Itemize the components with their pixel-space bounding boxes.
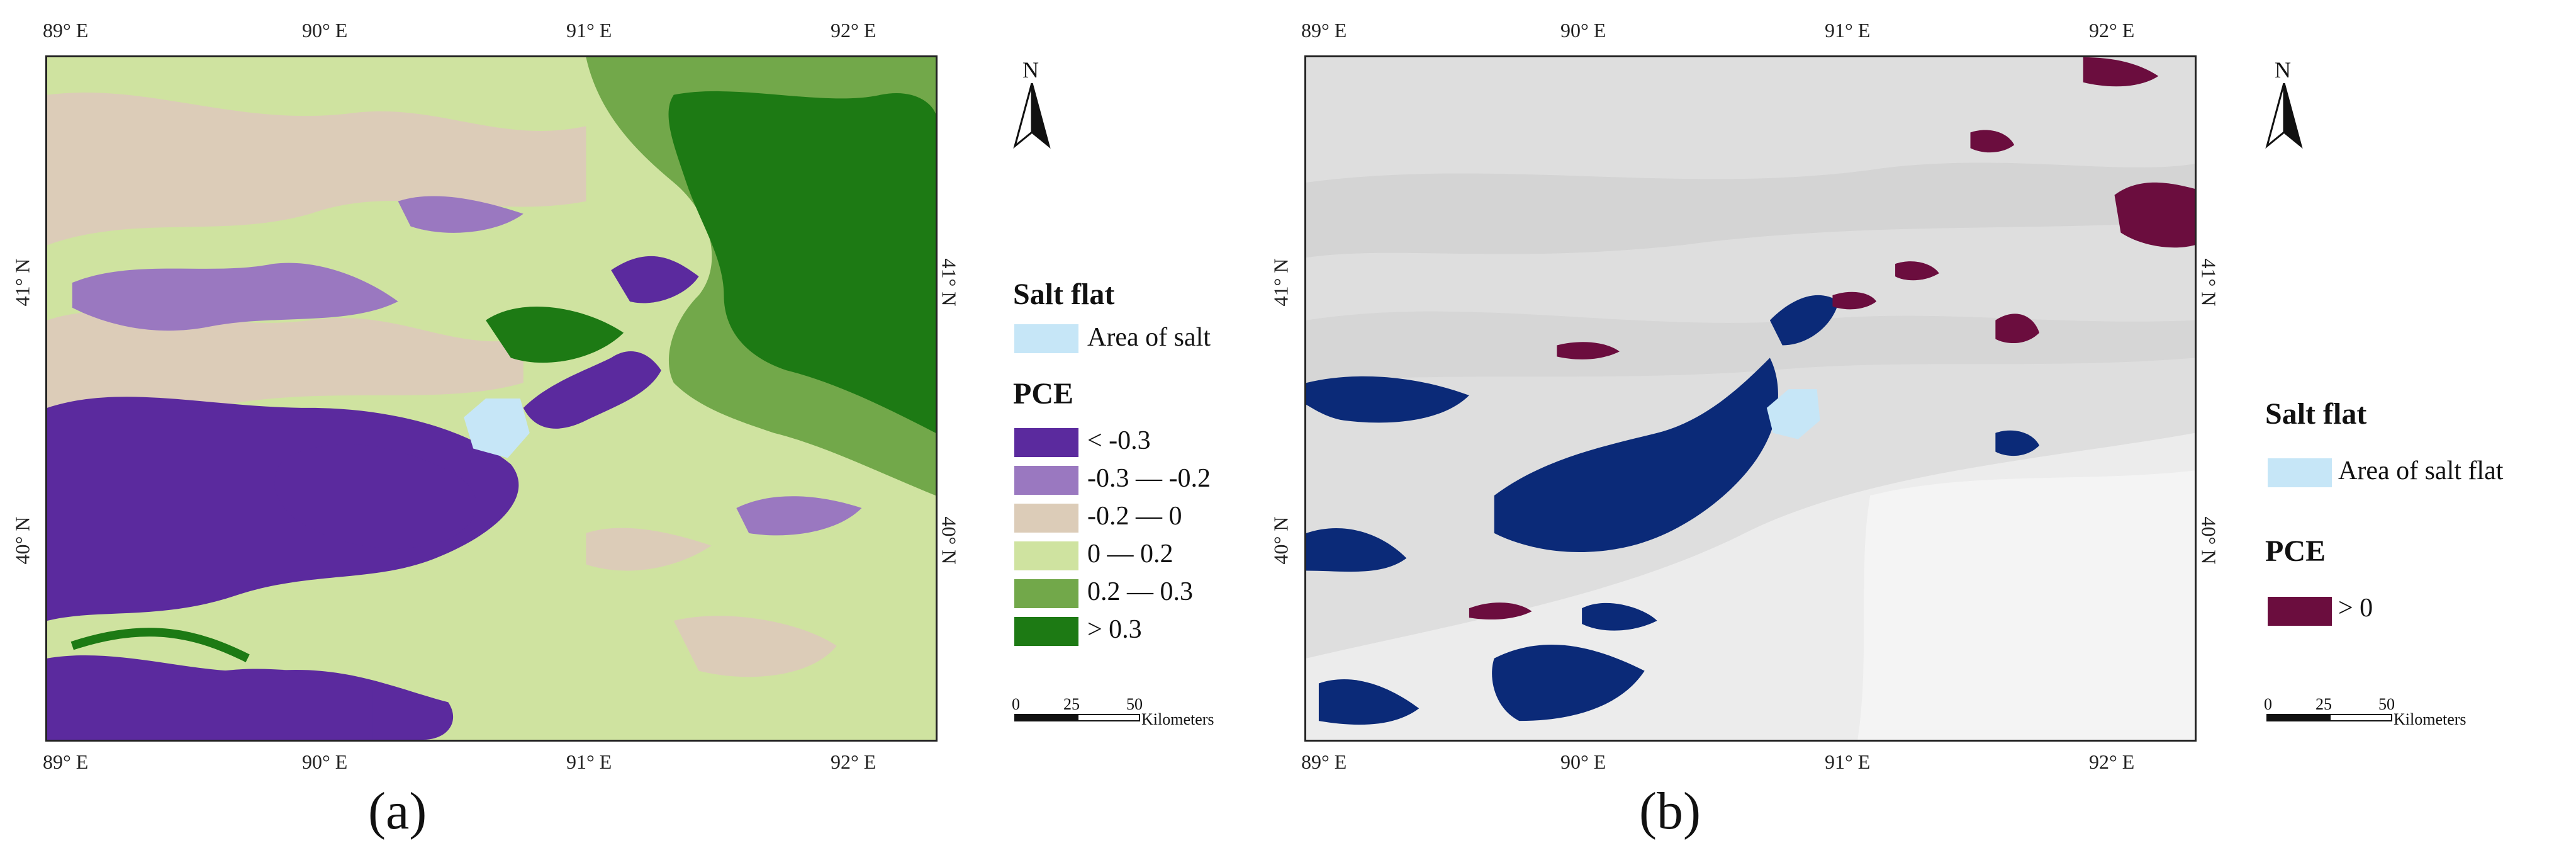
scale-tick-label: 50 — [1126, 695, 1143, 713]
top-tick-label: 89° E — [1301, 19, 1347, 42]
left-tick-label: 41° N — [11, 258, 34, 307]
pce-class-swatch — [2268, 597, 2332, 626]
right-tick-label: 40° N — [938, 516, 961, 565]
pce-class-label: > 0.3 — [1087, 615, 1142, 644]
panel-label-a: (a) — [368, 782, 427, 840]
top-tick-label: 92° E — [831, 19, 876, 42]
scale-bar — [1014, 700, 1140, 725]
scale-bar — [2266, 700, 2392, 725]
salt-flat-legend-label: Area of salt flat — [2338, 456, 2504, 485]
pce-raster — [47, 57, 936, 740]
scale-tick-label: 0 — [2264, 695, 2272, 713]
bottom-tick-label: 89° E — [1301, 750, 1347, 773]
top-tick-label: 90° E — [1560, 19, 1606, 42]
pce-class-swatch — [1014, 504, 1078, 533]
pce-class-label: > 0 — [2338, 594, 2373, 623]
pce-legend-title: PCE — [2265, 534, 2326, 568]
bottom-tick-label: 90° E — [302, 750, 348, 773]
right-tick-label: 41° N — [2197, 258, 2220, 307]
bottom-tick-label: 92° E — [2089, 750, 2135, 773]
salt-flat-legend-label: Area of salt — [1087, 323, 1211, 352]
pce-class-swatch — [1014, 428, 1078, 457]
top-tick-label: 91° E — [1825, 19, 1871, 42]
north-label: N — [1022, 57, 1039, 82]
pce-class-swatch — [1014, 466, 1078, 495]
panel-label-b: (b) — [1639, 782, 1701, 840]
pce-legend-title: PCE — [1013, 377, 1073, 410]
scale-unit-label: Kilometers — [2394, 710, 2467, 728]
top-tick-label: 91° E — [566, 19, 612, 42]
top-tick-label: 92° E — [2089, 19, 2135, 42]
salt-flat-legend-title: Salt flat — [2265, 397, 2367, 431]
salt-flat-area — [1766, 389, 1820, 439]
bottom-tick-label: 90° E — [1560, 750, 1606, 773]
pce-class-label: 0 — 0.2 — [1087, 540, 1173, 568]
pce-class-swatch — [1014, 617, 1078, 646]
north-label: N — [2275, 57, 2291, 82]
bottom-tick-label: 91° E — [1825, 750, 1871, 773]
scale-unit-label: Kilometers — [1141, 710, 1214, 728]
pce-class-label: -0.3 — -0.2 — [1087, 464, 1211, 493]
classified-pce-map — [45, 55, 938, 742]
positive-pce-map — [1304, 55, 2197, 742]
pce-class-label: < -0.3 — [1087, 426, 1151, 455]
pce-class-swatch — [1014, 579, 1078, 608]
top-tick-label: 89° E — [43, 19, 89, 42]
scale-tick-label: 25 — [1063, 695, 1080, 713]
right-tick-label: 40° N — [2197, 516, 2220, 565]
left-tick-label: 41° N — [1269, 258, 1292, 307]
salt-flat-swatch — [2268, 458, 2332, 487]
left-tick-label: 40° N — [1269, 516, 1292, 565]
salt-flat-area — [464, 399, 530, 458]
scale-tick-label: 50 — [2378, 695, 2395, 713]
pce-class-label: 0.2 — 0.3 — [1087, 577, 1193, 606]
north-arrow-icon: N — [2262, 57, 2306, 151]
salt-flat-legend-title: Salt flat — [1013, 278, 1115, 311]
hillshade-raster — [1306, 57, 2195, 740]
north-arrow-icon: N — [1010, 57, 1054, 151]
salt-flat-swatch — [1014, 324, 1078, 353]
top-tick-label: 90° E — [302, 19, 348, 42]
pce-class-label: -0.2 — 0 — [1087, 502, 1182, 531]
bottom-tick-label: 91° E — [566, 750, 612, 773]
right-tick-label: 41° N — [938, 258, 961, 307]
pce-class-swatch — [1014, 541, 1078, 570]
left-tick-label: 40° N — [11, 516, 34, 565]
scale-tick-label: 25 — [2316, 695, 2332, 713]
bottom-tick-label: 92° E — [831, 750, 876, 773]
bottom-tick-label: 89° E — [43, 750, 89, 773]
scale-tick-label: 0 — [1012, 695, 1020, 713]
